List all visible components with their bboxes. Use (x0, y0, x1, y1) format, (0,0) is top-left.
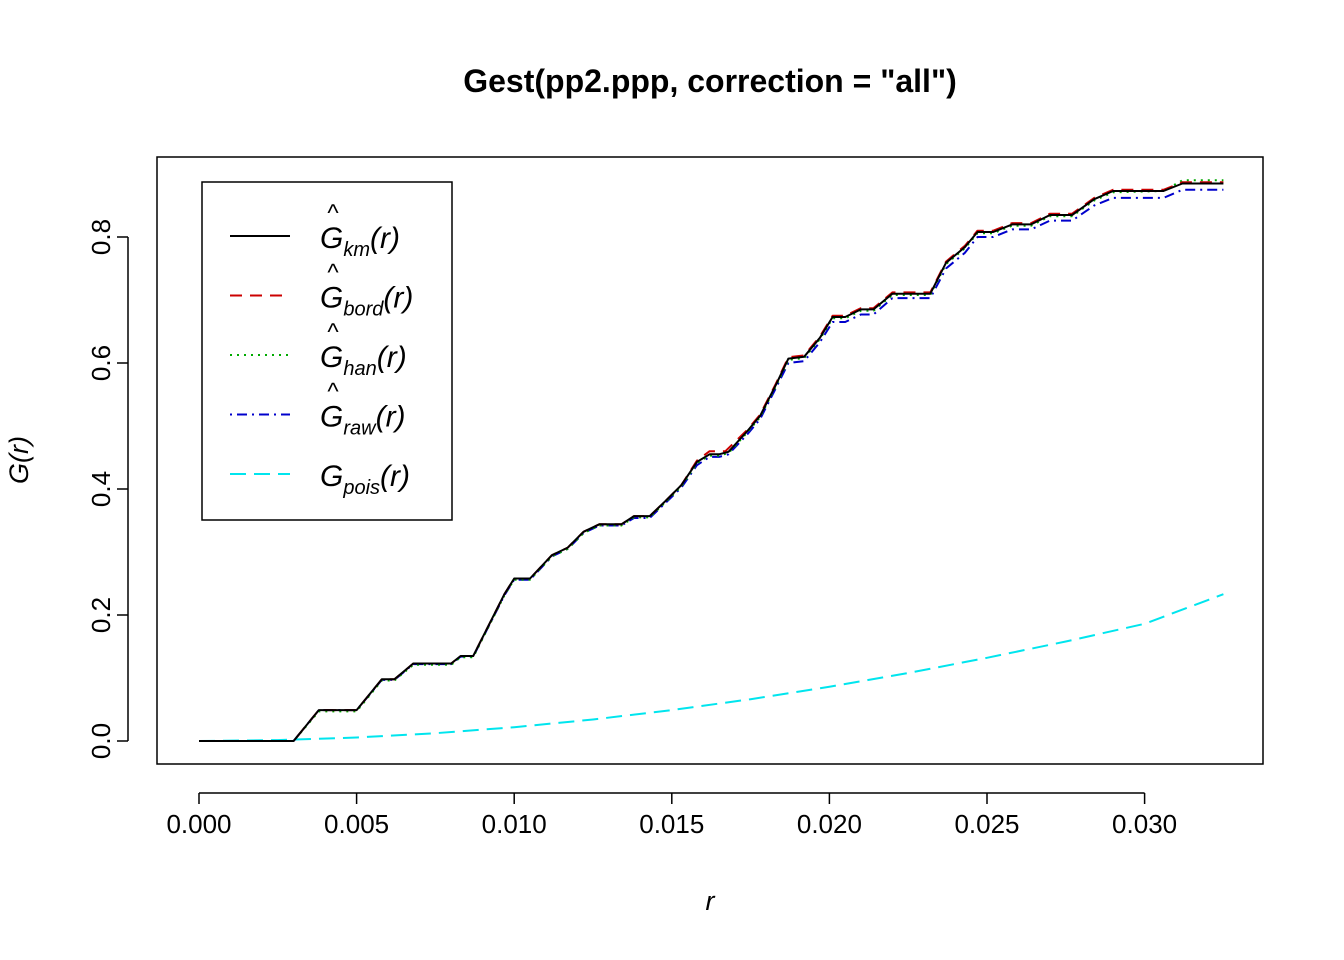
y-axis-label: G(r) (4, 436, 34, 484)
legend-entry-bord: ^Gbord(r) (320, 260, 413, 321)
plot-frame (156, 156, 1264, 765)
legend-hat-han: ^ (327, 319, 339, 346)
legend-entry-pois: Gpois(r) (320, 460, 410, 499)
legend-label-km: Gkm(r) (320, 222, 400, 261)
x-tick-label: 0.025 (954, 809, 1019, 839)
series-layer (198, 179, 1224, 742)
legend-hat-raw: ^ (327, 379, 339, 406)
y-tick-label: 0.2 (86, 597, 116, 633)
y-tick-label: 0.4 (86, 471, 116, 507)
x-tick-label: 0.030 (1112, 809, 1177, 839)
series-line-han (199, 179, 1224, 742)
legend-entry-han: ^Ghan(r) (320, 319, 407, 380)
x-tick-label: 0.015 (639, 809, 704, 839)
x-tick-label: 0.020 (797, 809, 862, 839)
legend-label-han: Ghan(r) (320, 341, 407, 380)
legend-entry-km: ^Gkm(r) (320, 200, 400, 261)
series-line-pois (198, 593, 1224, 742)
legend-label-raw: Graw(r) (320, 401, 406, 440)
legend: ^Gkm(r)^Gbord(r)^Ghan(r)^Graw(r)Gpois(r) (201, 181, 453, 521)
y-tick-label: 0.8 (86, 219, 116, 255)
legend-box (201, 181, 453, 521)
x-tick-label: 0.000 (166, 809, 231, 839)
legend-hat-km: ^ (327, 200, 339, 227)
chart-title: Gest(pp2.ppp, correction = "all") (463, 63, 957, 99)
y-axis: 0.0 0.2 0.4 0.6 0.8 (86, 219, 129, 759)
x-tick-label: 0.010 (482, 809, 547, 839)
legend-hat-bord: ^ (327, 260, 339, 287)
y-tick-label: 0.6 (86, 345, 116, 381)
x-axis: 0.000 0.005 0.010 0.015 0.020 0.025 0.030 (166, 792, 1177, 839)
x-tick-label: 0.005 (324, 809, 389, 839)
series-line-km (199, 182, 1224, 742)
legend-entry-raw: ^Graw(r) (320, 379, 406, 440)
legend-label-bord: Gbord(r) (320, 282, 413, 321)
legend-label-pois: Gpois(r) (320, 460, 410, 499)
y-tick-label: 0.0 (86, 723, 116, 759)
x-axis-label: r (706, 886, 716, 916)
